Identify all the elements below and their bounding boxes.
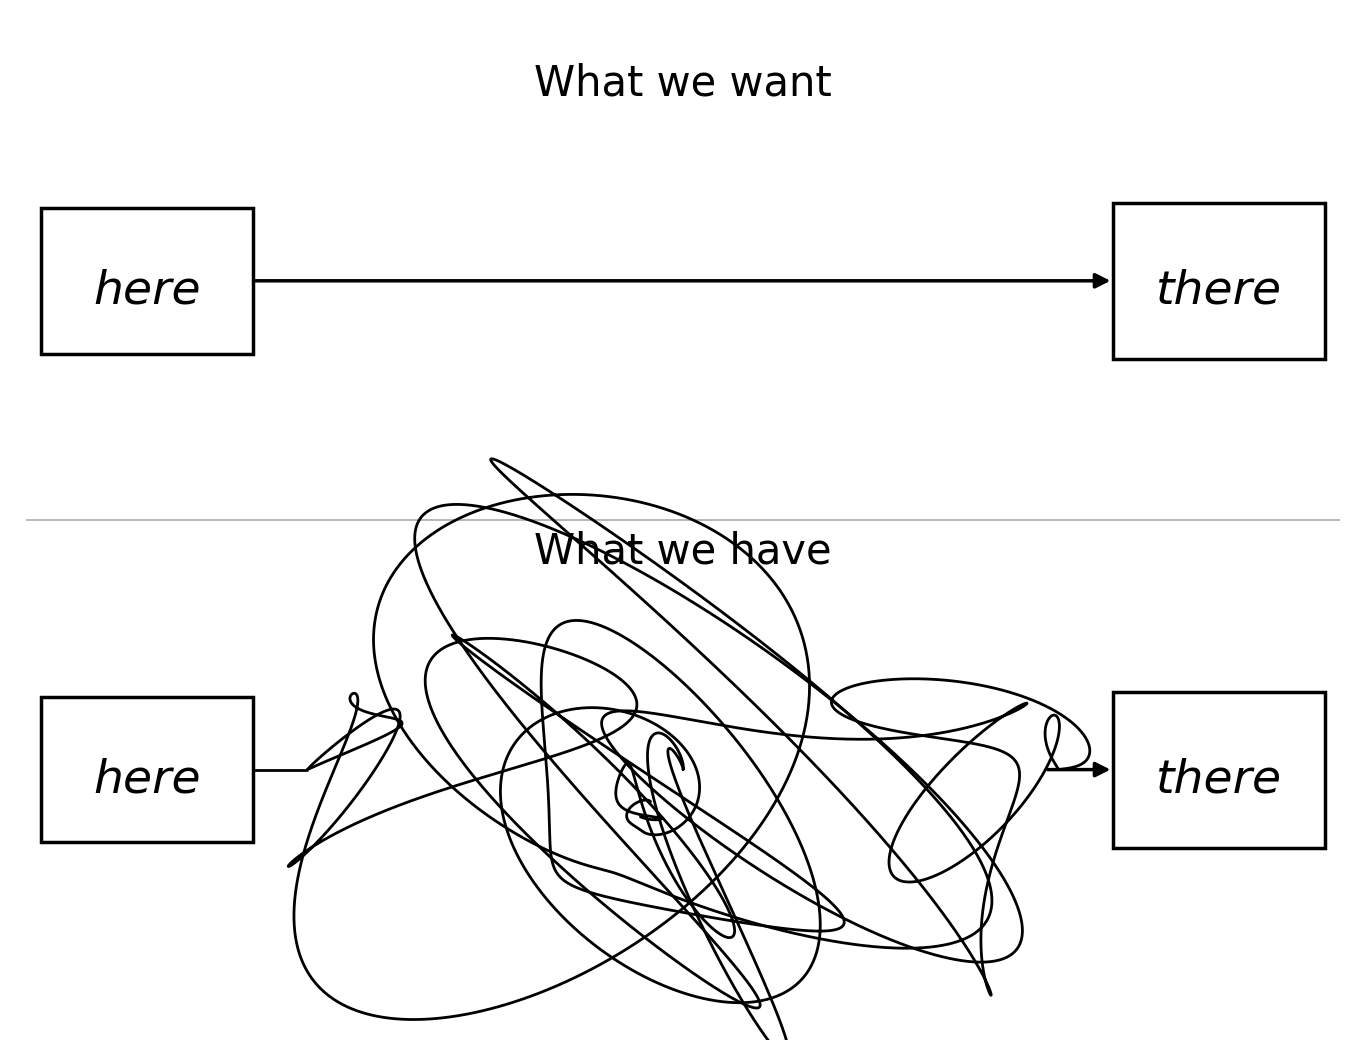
Text: here: here: [93, 268, 201, 314]
Text: there: there: [1156, 268, 1283, 314]
Text: here: here: [93, 757, 201, 803]
Text: What we want: What we want: [534, 62, 832, 104]
Bar: [41, 208, 253, 354]
Bar: [1113, 692, 1325, 848]
Text: What we have: What we have: [534, 530, 832, 572]
Bar: [1113, 203, 1325, 359]
Bar: [41, 697, 253, 842]
Text: there: there: [1156, 757, 1283, 803]
